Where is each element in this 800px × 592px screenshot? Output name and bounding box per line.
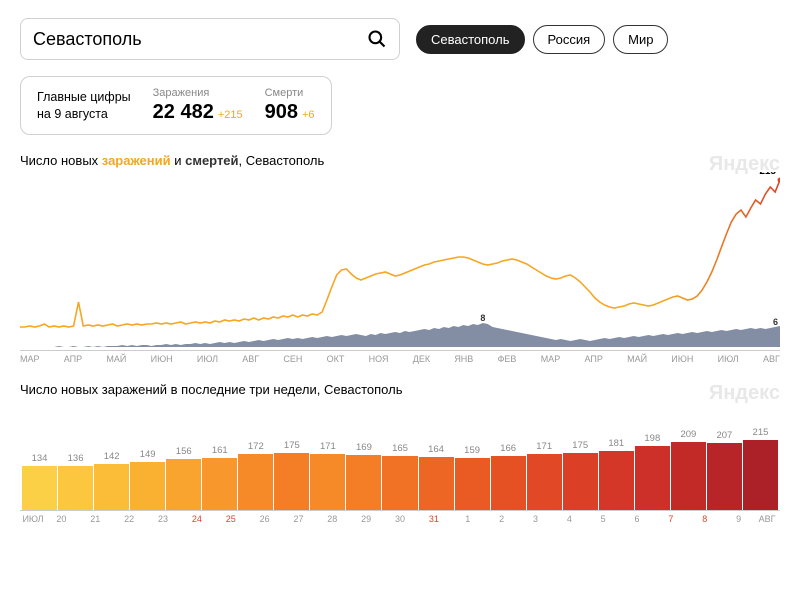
pill-russia[interactable]: Россия [533,25,606,54]
svg-text:6: 6 [773,317,778,327]
chart1-svg: 21586 [20,172,780,352]
bar-row: 1341361421491561611721751711691651641591… [20,411,780,511]
watermark: Яндекс [709,382,780,405]
stats-box: Главные цифрына 9 августа Заражения 22 4… [20,76,332,135]
region-pills: Севастополь Россия Мир [416,25,668,54]
chart1-axis: МАРАПРМАЙИЮНИЮЛАВГСЕНОКТНОЯДЕКЯНВФЕВМАРА… [20,350,780,364]
stat-infections: Заражения 22 482+215 [153,87,243,124]
svg-text:8: 8 [480,313,485,323]
stat-deaths: Смерти 908+6 [265,87,315,124]
pill-sevastopol[interactable]: Севастополь [416,25,525,54]
chart-3weeks: Яндекс Число новых заражений в последние… [20,382,780,524]
chart2-title: Число новых заражений в последние три не… [20,382,780,397]
chart-timeline: Яндекс Число новых заражений и смертей, … [20,153,780,364]
chart1-title: Число новых заражений и смертей, Севасто… [20,153,780,168]
search-input[interactable] [33,29,367,50]
pill-world[interactable]: Мир [613,25,668,54]
search-box[interactable] [20,18,400,60]
watermark: Яндекс [709,153,780,176]
bar-axis: ИЮЛ202122232425262728293031123456789АВГ [20,511,780,524]
search-icon [367,29,387,49]
stats-date: Главные цифрына 9 августа [37,89,131,122]
